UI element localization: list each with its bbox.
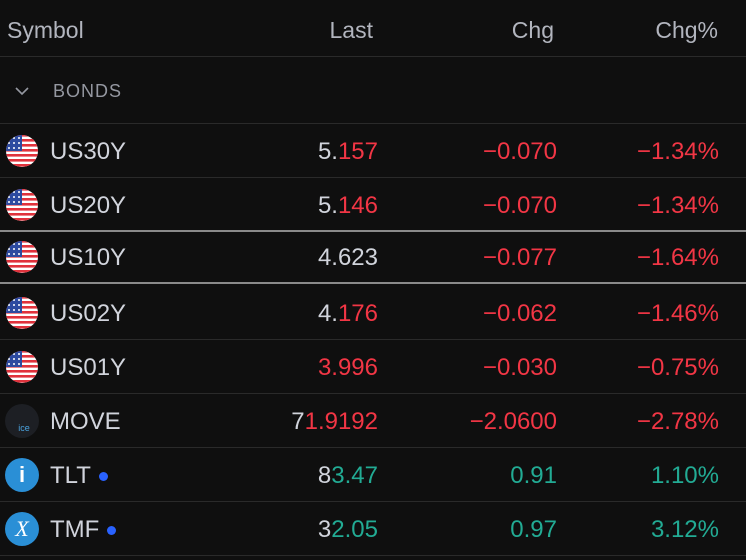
chg-pct: −2.78%: [636, 408, 719, 435]
last-part: 4.: [317, 300, 338, 327]
chg: −2.0600: [469, 408, 557, 435]
row[interactable]: ice MOVE 71.9192 −2.0600 −2.78%: [0, 394, 746, 448]
symbol[interactable]: US10Y: [50, 244, 127, 271]
group-title: BONDS: [53, 81, 123, 101]
row[interactable]: US01Y 3.996 −0.030 −0.75%: [0, 340, 746, 394]
chg-pct: 3.12%: [650, 516, 719, 543]
symbol-icon: [5, 134, 39, 168]
symbol[interactable]: TMF: [50, 516, 117, 544]
col-last[interactable]: Last: [329, 17, 373, 43]
chg: −0.077: [482, 244, 557, 271]
icon-text: X: [15, 516, 29, 541]
chg-pct: −1.64%: [636, 244, 719, 271]
chg: −0.030: [482, 354, 557, 381]
row[interactable]: US30Y 5.157 −0.070 −1.34%: [0, 124, 746, 178]
last: 5.157: [318, 138, 378, 166]
symbol-icon: X: [5, 512, 39, 546]
symbol-icon: [5, 188, 39, 222]
last: 5.146: [318, 192, 378, 220]
chg: 0.91: [510, 462, 557, 489]
symbol-icon: [5, 296, 39, 330]
symbol-icon: [5, 350, 39, 384]
symbol[interactable]: MOVE: [50, 408, 121, 435]
chg-pct: −1.34%: [636, 192, 719, 219]
last-part: 8: [317, 462, 332, 489]
last-part: 7: [291, 408, 305, 435]
col-chg-pct[interactable]: Chg%: [655, 17, 718, 43]
header: Symbol Last Chg Chg%: [0, 0, 746, 57]
chg-pct: −1.34%: [636, 138, 719, 165]
last: 4.623: [318, 244, 378, 272]
last-part: 2.05: [331, 516, 378, 543]
symbol[interactable]: TLT: [50, 462, 108, 490]
last-part: 1.9192: [304, 408, 378, 435]
row[interactable]: i TLT 83.47 0.91 1.10%: [0, 448, 746, 502]
status-dot: [107, 526, 117, 536]
last-part: 3.996: [317, 354, 378, 381]
symbol[interactable]: US02Y: [50, 300, 127, 327]
last-part: 176: [337, 300, 378, 327]
row[interactable]: X TMF 32.05 0.97 3.12%: [0, 502, 746, 556]
symbol-icon: ice: [5, 404, 39, 438]
icon-text: ice: [18, 423, 30, 433]
last: 3.996: [318, 354, 378, 382]
last: 83.47: [318, 462, 378, 490]
last: 71.9192: [291, 408, 378, 436]
last: 4.176: [318, 300, 378, 328]
last-part: 3.47: [331, 462, 378, 489]
status-dot: [98, 472, 108, 482]
row[interactable]: US10Y 4.623 −0.077 −1.64%: [0, 230, 746, 284]
chg-pct: −1.46%: [636, 300, 719, 327]
chg: −0.070: [482, 138, 557, 165]
chg-pct: 1.10%: [650, 462, 719, 489]
symbol[interactable]: US01Y: [50, 354, 127, 381]
col-symbol[interactable]: Symbol: [7, 17, 84, 43]
last-part: 5.: [317, 192, 338, 219]
icon-text: i: [18, 462, 26, 487]
col-chg[interactable]: Chg: [511, 17, 554, 43]
symbol-icon: [5, 240, 39, 274]
row[interactable]: US20Y 5.146 −0.070 −1.34%: [0, 178, 746, 232]
row[interactable]: US02Y 4.176 −0.062 −1.46%: [0, 286, 746, 340]
symbol-icon: i: [5, 458, 39, 492]
last-part: 157: [337, 138, 378, 165]
last-part: 3: [317, 516, 332, 543]
chevron[interactable]: [14, 85, 30, 97]
symbol[interactable]: US20Y: [50, 192, 127, 219]
last-part: 4.623: [317, 244, 378, 271]
chg: −0.070: [482, 192, 557, 219]
chg: 0.97: [510, 516, 557, 543]
group-header[interactable]: BONDS: [0, 57, 746, 124]
last-part: 5.: [317, 138, 338, 165]
last-part: 146: [337, 192, 378, 219]
last: 32.05: [318, 516, 378, 544]
chg-pct: −0.75%: [636, 354, 719, 381]
symbol[interactable]: US30Y: [50, 138, 127, 165]
chg: −0.062: [482, 300, 557, 327]
